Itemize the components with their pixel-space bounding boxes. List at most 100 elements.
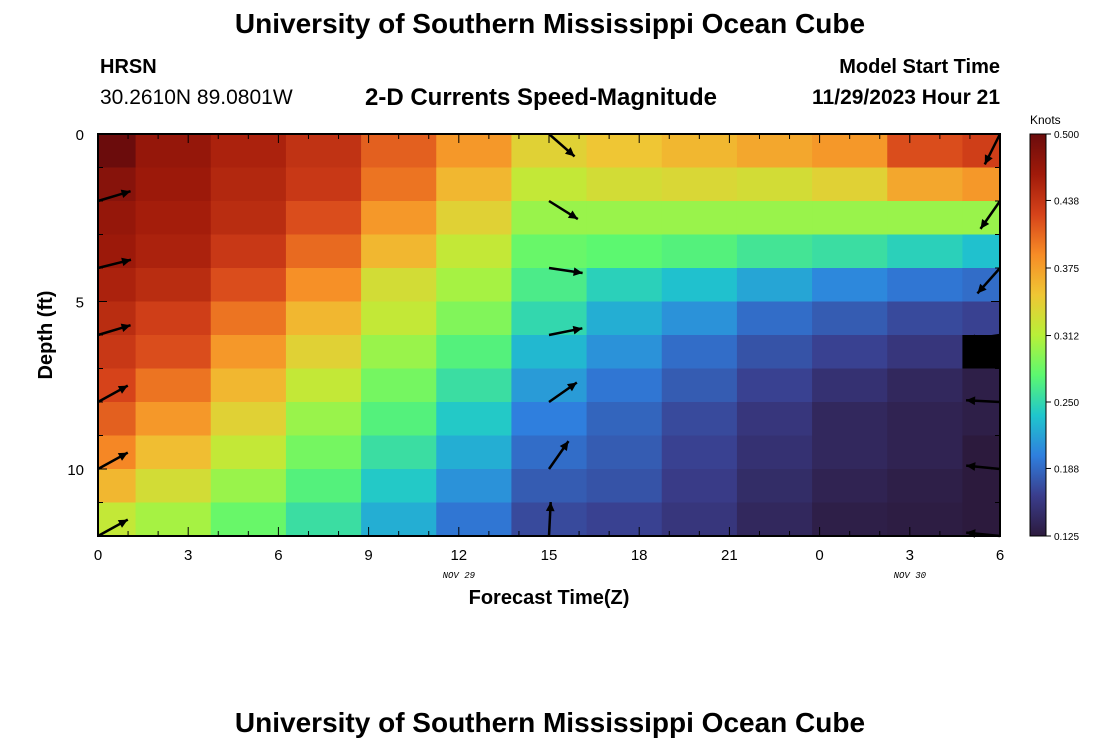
- heatmap-cell: [135, 402, 212, 437]
- heatmap-cell: [361, 201, 437, 236]
- heatmap-cell: [436, 134, 513, 169]
- heatmap-cell: [812, 134, 888, 169]
- colorbar-tick-label: 0.312: [1054, 332, 1079, 343]
- heatmap-cell: [135, 268, 212, 303]
- heatmap-cell: [962, 301, 1001, 336]
- current-vector: [97, 257, 132, 270]
- heatmap-cell: [135, 335, 212, 370]
- current-vector: [97, 323, 131, 337]
- current-vector: [548, 381, 578, 404]
- heatmap-cell: [98, 335, 137, 370]
- heatmap-cell: [661, 268, 738, 303]
- current-vector: [976, 267, 1001, 295]
- heatmap-cell: [887, 368, 964, 403]
- heatmap-cell: [586, 234, 663, 269]
- heatmap-cell: [812, 502, 888, 537]
- heatmap-cell: [98, 368, 137, 403]
- station-coordinates: 30.2610N 89.0801W: [100, 86, 293, 109]
- heatmap-cell: [962, 134, 1001, 169]
- model-start-value: 11/29/2023 Hour 21: [812, 86, 1000, 109]
- heatmap-cell: [285, 134, 362, 169]
- heatmap-cell: [736, 435, 813, 470]
- heatmap-cell: [436, 167, 513, 202]
- heatmap-cell: [210, 469, 287, 504]
- x-tick-label: 0: [94, 547, 102, 564]
- y-tick-label: 10: [67, 462, 84, 479]
- heatmap-cell: [736, 134, 813, 169]
- heatmap-cell: [361, 402, 437, 437]
- heatmap-cell: [812, 435, 888, 470]
- heatmap-cell: [285, 268, 362, 303]
- heatmap-cell: [661, 134, 738, 169]
- date-label: NOV 30: [894, 571, 927, 581]
- heatmap-cell: [586, 201, 663, 236]
- heatmap-cell: [210, 301, 287, 336]
- current-vector: [97, 189, 131, 203]
- current-vector: [97, 518, 129, 538]
- heatmap-cell: [285, 368, 362, 403]
- heatmap-cell: [962, 201, 1001, 236]
- heatmap-cell: [361, 167, 437, 202]
- heatmap-cell: [210, 201, 287, 236]
- heatmap-cell: [511, 435, 588, 470]
- heatmap-cell: [812, 167, 888, 202]
- heatmap-cell: [586, 167, 663, 202]
- heatmap-cell: [436, 301, 513, 336]
- heatmap-cell: [962, 234, 1001, 269]
- heatmap-cell: [661, 335, 738, 370]
- heatmap-cell: [135, 469, 212, 504]
- heatmap-cell: [361, 335, 437, 370]
- current-vectors: [97, 133, 1002, 538]
- heatmap-cell: [511, 469, 588, 504]
- colorbar-tick-label: 0.500: [1054, 130, 1079, 141]
- heatmap-cell: [586, 402, 663, 437]
- heatmap-cell: [887, 234, 964, 269]
- heatmap-cell: [736, 469, 813, 504]
- x-tick-label: 6: [274, 547, 282, 564]
- heatmap-cell: [887, 502, 964, 537]
- heatmap-cell: [511, 368, 588, 403]
- heatmap-cell: [887, 301, 964, 336]
- heatmap-cell: [285, 469, 362, 504]
- heatmap-cell: [812, 268, 888, 303]
- heatmap-cell: [98, 469, 137, 504]
- heatmap-cell: [98, 134, 137, 169]
- heatmap-cell: [962, 502, 1001, 537]
- heatmap-cell: [436, 502, 513, 537]
- y-tick-label: 5: [76, 295, 84, 312]
- x-tick-label: 3: [184, 547, 192, 564]
- colorbar-tick-label: 0.438: [1054, 196, 1079, 207]
- heatmap-cell: [736, 502, 813, 537]
- heatmap-cell: [436, 335, 513, 370]
- heatmap-cell: [98, 268, 137, 303]
- page-title: University of Southern Mississippi Ocean…: [234, 8, 866, 39]
- heatmap-cell: [210, 268, 287, 303]
- heatmap-cell: [98, 201, 137, 236]
- y-axis: 0 5 10: [67, 127, 1000, 537]
- x-tick-label: 6: [996, 547, 1004, 564]
- heatmap-cell: [285, 435, 362, 470]
- x-tick-label: 12: [450, 547, 467, 564]
- station-name: HRSN: [100, 56, 157, 78]
- heatmap-cell: [135, 234, 212, 269]
- heatmap-cell: [586, 435, 663, 470]
- current-vector: [966, 462, 1001, 471]
- heatmap-cell: [135, 502, 212, 537]
- current-vector: [548, 133, 576, 158]
- heatmap-cell: [887, 335, 964, 370]
- heatmap-cell: [361, 301, 437, 336]
- heatmap-cell: [586, 469, 663, 504]
- heatmap-cell: [135, 167, 212, 202]
- colorbar-title: Knots: [1030, 113, 1061, 127]
- heatmap-cell: [736, 368, 813, 403]
- heatmap-cell: [135, 368, 212, 403]
- current-vector: [979, 200, 1002, 230]
- heatmap-cell: [661, 502, 738, 537]
- colorbar: [1029, 133, 1047, 537]
- heatmap-cell: [98, 502, 137, 537]
- heatmap-cell: [511, 335, 588, 370]
- heatmap-cells: [98, 134, 1001, 537]
- heatmap-cell: [210, 335, 287, 370]
- heatmap-cell: [436, 402, 513, 437]
